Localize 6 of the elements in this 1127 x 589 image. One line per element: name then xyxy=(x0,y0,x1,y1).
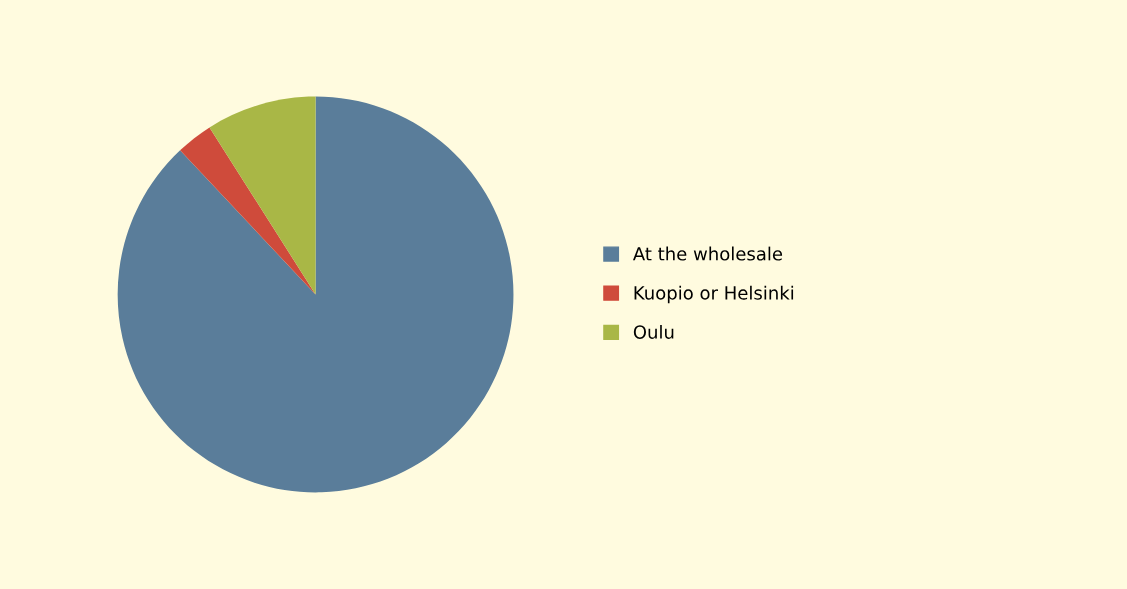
legend-label: Oulu xyxy=(633,324,674,339)
legend-label: Kuopio or Helsinki xyxy=(634,285,794,304)
legend-label: At the wholesale xyxy=(632,246,783,261)
pie-slice xyxy=(117,96,514,493)
pie-slice xyxy=(180,127,316,295)
pie-slice xyxy=(209,96,316,295)
